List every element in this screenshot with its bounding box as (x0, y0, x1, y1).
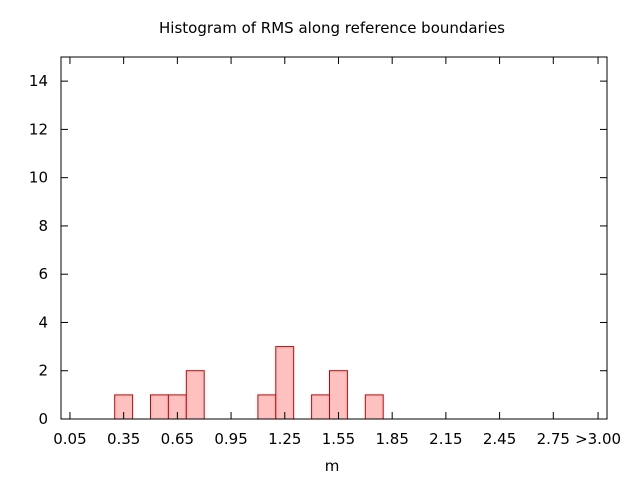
y-tick-label: 14 (29, 72, 48, 90)
x-tick-label: 2.75 (537, 430, 570, 448)
x-tick-label: 1.55 (322, 430, 355, 448)
histogram-bar-1 (150, 394, 169, 420)
histogram-bar-4 (257, 394, 277, 420)
y-tick-label: 6 (38, 265, 48, 283)
histogram-bar-7 (329, 370, 348, 420)
plot-frame (60, 56, 608, 420)
histogram-bar-3 (185, 370, 205, 420)
x-tick-label: 0.65 (161, 430, 194, 448)
y-tick-label: 4 (38, 313, 48, 331)
y-tick-label: 0 (38, 410, 48, 428)
histogram-bar-5 (275, 346, 295, 420)
x-tick-label: 1.25 (268, 430, 301, 448)
chart-title: Histogram of RMS along reference boundar… (159, 19, 505, 37)
y-axis: 0 2 4 6 8 10 12 14 (29, 72, 607, 428)
bars-group (114, 346, 384, 420)
x-tick-label: 1.85 (375, 430, 408, 448)
histogram-bar-6 (311, 394, 331, 420)
x-axis: 0.05 0.35 0.65 0.95 1.25 1.55 1.85 2.15 2.45 2.75… (53, 57, 621, 448)
histogram-bar-8 (364, 394, 384, 420)
x-tick-label: 0.05 (53, 430, 86, 448)
x-tick-label: 0.35 (107, 430, 140, 448)
y-tick-label: 10 (29, 169, 48, 187)
y-tick-label: 8 (38, 217, 48, 235)
x-axis-label: m (325, 457, 340, 475)
y-tick-label: 12 (29, 120, 48, 138)
x-tick-label: >3.00 (575, 430, 621, 448)
y-tick-label: 2 (38, 362, 48, 380)
x-tick-label: 2.45 (483, 430, 516, 448)
x-tick-label: 0.95 (214, 430, 247, 448)
x-tick-label: 2.15 (429, 430, 462, 448)
